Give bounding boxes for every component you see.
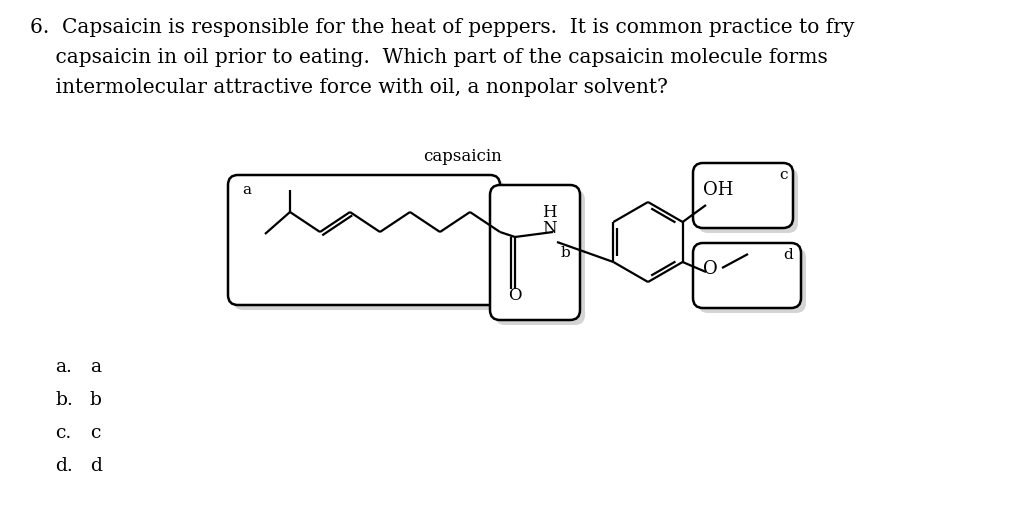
Text: capsaicin: capsaicin — [424, 148, 502, 165]
FancyBboxPatch shape — [693, 243, 801, 308]
Text: N: N — [542, 220, 556, 237]
Text: b: b — [562, 246, 571, 260]
Text: c.: c. — [55, 424, 71, 442]
FancyBboxPatch shape — [693, 163, 793, 228]
Text: d.: d. — [55, 457, 73, 475]
Text: OH: OH — [703, 181, 733, 199]
Text: intermolecular attractive force with oil, a nonpolar solvent?: intermolecular attractive force with oil… — [30, 78, 668, 97]
Text: a: a — [242, 183, 251, 197]
FancyBboxPatch shape — [228, 175, 500, 305]
Text: c: c — [90, 424, 100, 442]
FancyBboxPatch shape — [698, 248, 806, 313]
Text: a.: a. — [55, 358, 71, 376]
FancyBboxPatch shape — [698, 168, 798, 233]
FancyBboxPatch shape — [495, 190, 585, 325]
Text: d: d — [90, 457, 102, 475]
FancyBboxPatch shape — [490, 185, 580, 320]
Text: b: b — [90, 391, 102, 409]
Text: H: H — [542, 204, 556, 221]
Text: O: O — [703, 260, 718, 278]
Text: c: c — [779, 168, 787, 182]
Text: capsaicin in oil prior to eating.  Which part of the capsaicin molecule forms: capsaicin in oil prior to eating. Which … — [30, 48, 828, 67]
Text: O: O — [508, 287, 521, 304]
Text: d: d — [783, 248, 793, 262]
Text: b.: b. — [55, 391, 73, 409]
Text: a: a — [90, 358, 100, 376]
FancyBboxPatch shape — [233, 180, 505, 310]
Text: 6.  Capsaicin is responsible for the heat of peppers.  It is common practice to : 6. Capsaicin is responsible for the heat… — [30, 18, 855, 37]
